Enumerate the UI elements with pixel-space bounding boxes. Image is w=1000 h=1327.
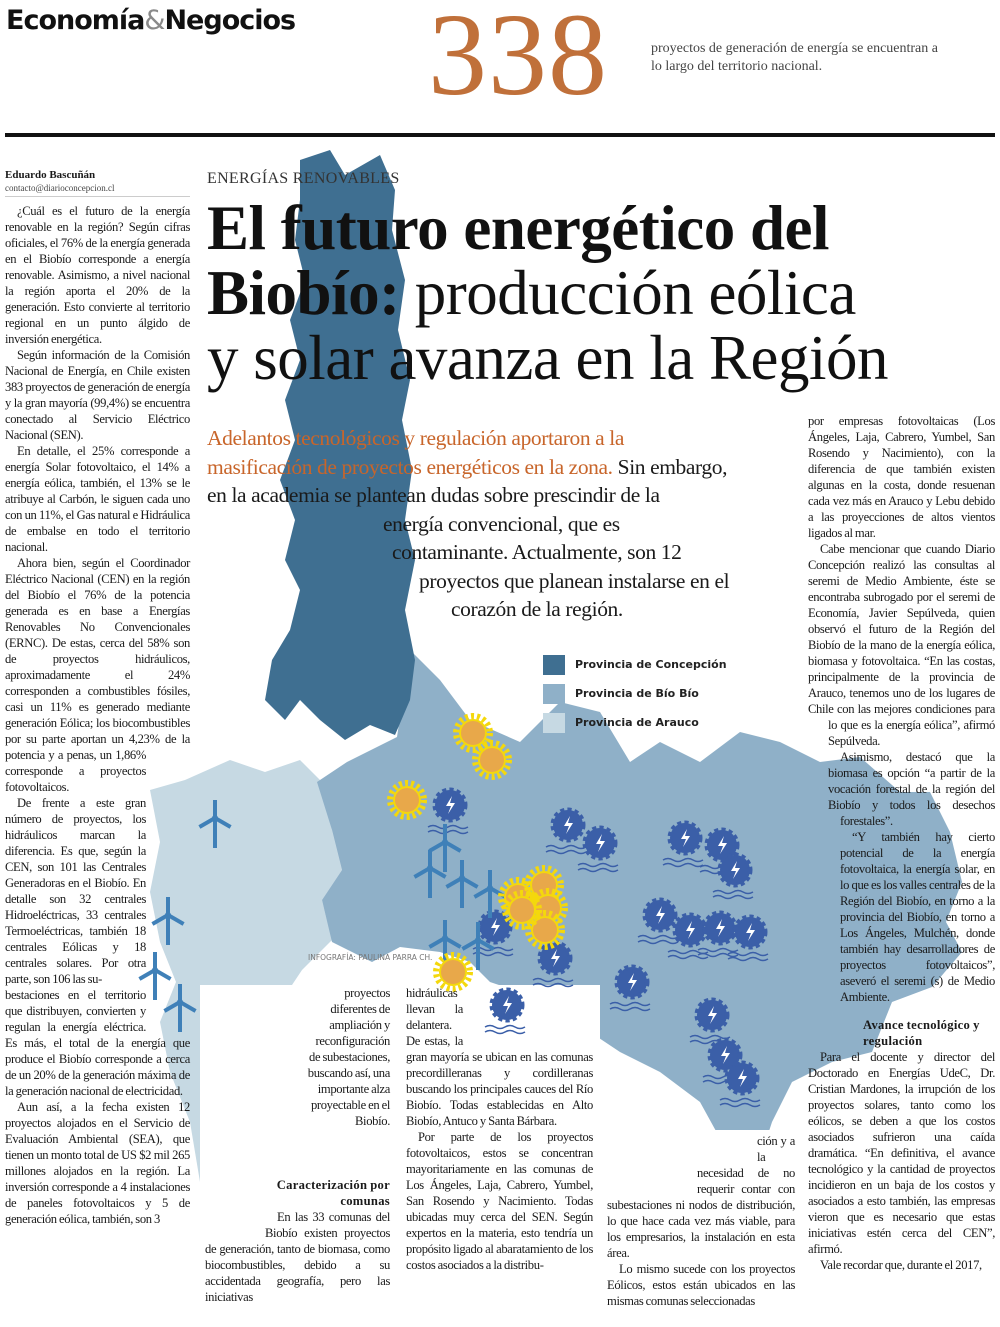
hydro-plant-icon [702,1037,744,1085]
header-divider [5,133,995,137]
solar-plant-icon [502,890,542,930]
solar-plant-icon [387,780,427,820]
hydro-plant-icon [637,897,679,945]
wind-turbine-icon [413,850,447,898]
subhead-caracterizacion: Caracterización por comunas [276,1178,390,1208]
wind-turbine-icon [151,897,185,945]
section-title: Economía&Negocios [6,5,296,36]
legend-item-arauco: Provincia de Arauco [543,708,727,737]
legend-item-concepcion: Provincia de Concepción [543,650,727,679]
headline: El futuro energético del Biobío: producc… [207,193,888,393]
hydro-plant-icon [667,912,709,960]
hydro-plant-icon [727,914,769,962]
article-column-1: ¿Cuál es el futuro de la energía renovab… [5,204,190,1226]
biobio-province [317,650,962,1168]
wind-turbine-icon [428,824,462,872]
highlight-number-caption: proyectos de generación de energía se en… [651,41,938,74]
byline-divider [5,196,190,197]
article-column-2: proyectos diferentes de ampliación y rec… [205,986,390,1304]
subhead-avance: Avance tecnológico y regulación [863,1018,980,1048]
hydro-plant-icon [712,852,754,900]
wind-turbine-icon [445,860,479,908]
hydro-plant-icon [577,825,619,873]
kicker: ENERGÍAS RENOVABLES [207,170,400,187]
article-column-4: ción y a la necesidad de no requerir con… [607,1134,795,1308]
hydro-plant-icon [662,820,704,868]
article-column-3: hidráulicas llevan la delantera. De esta… [406,986,593,1272]
article-column-5: por empresas fotovoltaicas (Los Ángeles,… [808,414,995,1272]
byline-author: Eduardo Bascuñán [5,169,96,181]
text-cutout [200,985,600,1310]
map-legend: Provincia de Concepción Provincia de Bío… [543,650,727,737]
hydro-plant-icon [472,909,514,957]
solar-plant-icon [472,740,512,780]
highlight-number: 338 [428,0,608,120]
solar-plant-icon [433,952,473,992]
wind-turbine-icon [138,952,172,1000]
hydro-plant-icon [689,997,731,1045]
solar-plant-icon [525,910,565,950]
deck: Adelantos tecnológicos y regulación apor… [207,426,730,621]
hydro-plant-icon [609,964,651,1012]
wind-turbine-icon [163,984,197,1032]
wind-turbine-icon [461,922,495,970]
hydro-plant-icon [484,987,526,1035]
byline-email[interactable]: contacto@diarioconcepcion.cl [5,183,115,193]
infographic-credit: INFOGRAFÍA: PAULINA PARRA CH. [308,953,433,962]
hydro-plant-icon [532,940,574,988]
text-cutout [600,1130,800,1310]
hydro-plant-icon [427,787,469,835]
legend-item-biobio: Provincia de Bío Bío [543,679,727,708]
legend-swatch [543,712,565,733]
solar-plant-icon [453,713,493,753]
legend-swatch [543,683,565,704]
wind-turbine-icon [198,800,232,848]
hydro-plant-icon [545,807,587,855]
legend-swatch [543,654,565,675]
concepcion-province [265,150,415,740]
hydro-plant-icon [719,1060,761,1108]
wind-turbine-icon [428,920,462,968]
